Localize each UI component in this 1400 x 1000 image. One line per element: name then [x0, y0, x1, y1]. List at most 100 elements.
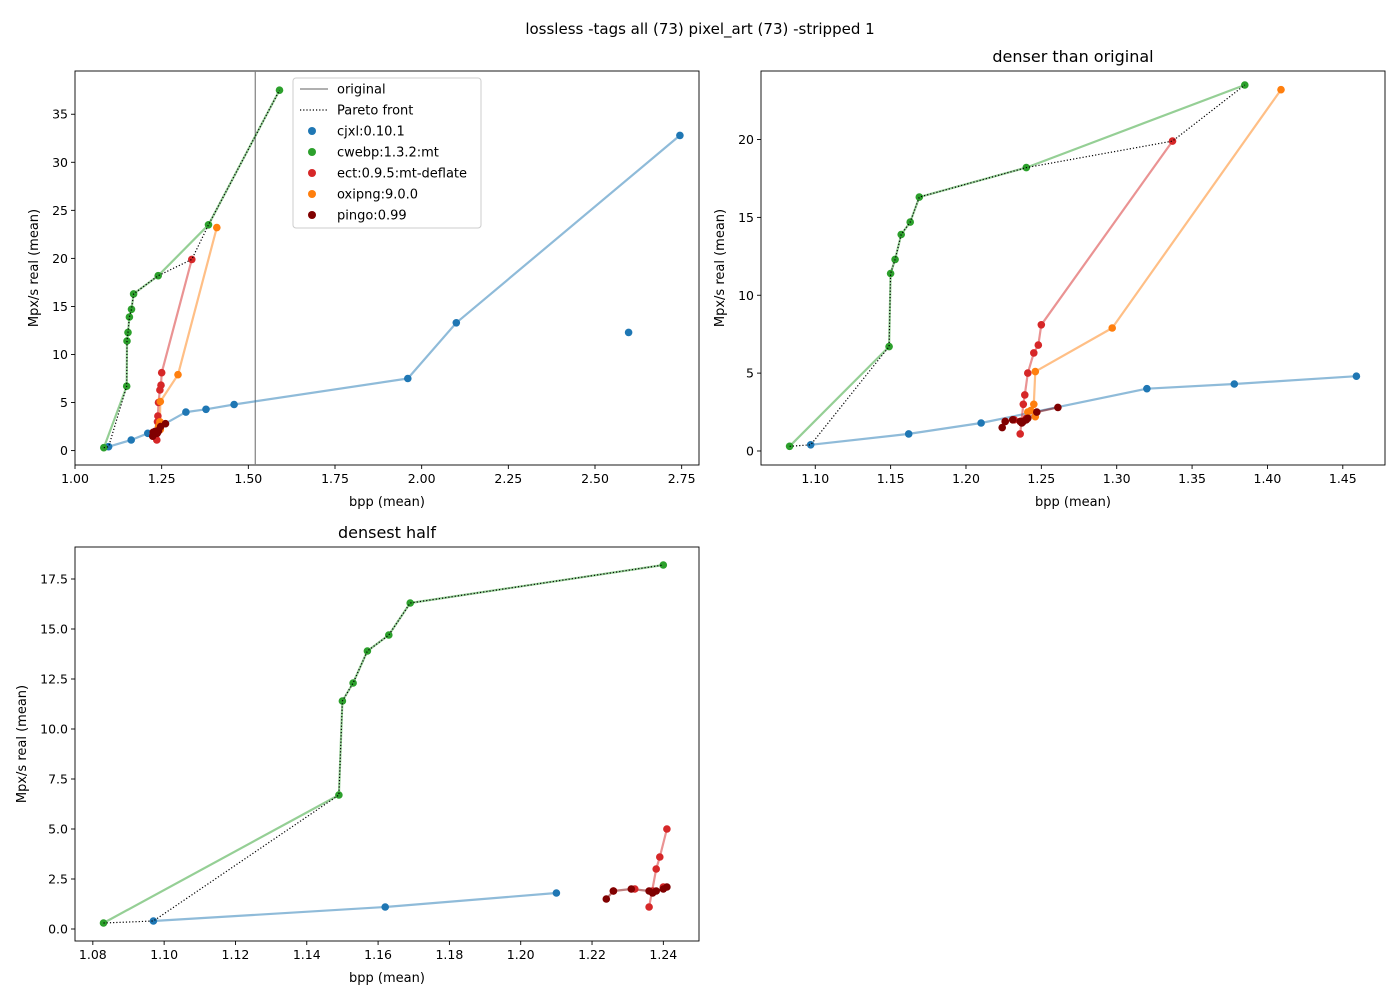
- y-tick-label: 20: [52, 251, 68, 266]
- cwebp-point: [363, 647, 372, 655]
- cwebp-point: [406, 599, 415, 607]
- ect-point: [656, 853, 664, 861]
- pingo-point: [602, 895, 611, 903]
- ect-point: [645, 903, 653, 911]
- x-tick-label: 1.30: [1103, 471, 1131, 486]
- y-tick-label: 0: [60, 443, 68, 458]
- legend-pareto-label: Pareto front: [337, 104, 413, 119]
- pingo-point: [663, 883, 671, 891]
- ect-point: [1021, 391, 1029, 399]
- y-tick-label: 5: [60, 395, 68, 410]
- cjxl-point: [1230, 380, 1239, 388]
- x-tick-label: 1.45: [1329, 471, 1357, 486]
- y-tick-label: 30: [52, 155, 68, 170]
- legend-pingo-marker: [308, 211, 316, 219]
- oxipng-point: [1108, 324, 1116, 332]
- figure-suptitle: lossless -tags all (73) pixel_art (73) -…: [525, 20, 874, 39]
- cjxl-point: [127, 436, 135, 444]
- legend-ect-label: ect:0.9.5:mt-deflate: [337, 167, 467, 182]
- cwebp-point: [127, 305, 136, 314]
- x-tick-label: 1.16: [364, 947, 392, 962]
- x-tick-label: 1.10: [801, 471, 829, 486]
- cjxl-point: [381, 903, 390, 911]
- cwebp-point: [123, 337, 131, 345]
- ect-point: [188, 255, 196, 264]
- cwebp-point: [886, 269, 895, 278]
- cjxl-point: [452, 319, 461, 327]
- y-axis-label: Mpx/s real (mean): [27, 209, 42, 327]
- y-tick-label: 15: [52, 299, 68, 314]
- subplot-denser-than-original: denser than original 1.10 1.15 1.20 1.25 1.3…: [713, 47, 1386, 510]
- y-tick-label: 15.0: [40, 622, 68, 637]
- x-tick-label: 1.00: [61, 471, 89, 486]
- x-tick-label: 1.14: [293, 947, 321, 962]
- legend-frame: [292, 77, 482, 229]
- x-tick-label: 1.10: [150, 947, 178, 962]
- cwebp-point: [349, 679, 357, 687]
- cjxl-point: [977, 419, 985, 427]
- oxipng-point: [174, 370, 182, 379]
- pingo-point: [161, 419, 170, 428]
- pingo-point: [627, 885, 636, 893]
- ect-point: [1168, 137, 1177, 145]
- ect-point: [1019, 400, 1028, 409]
- cwebp-point: [885, 342, 893, 351]
- axes-frame: [74, 70, 700, 466]
- y-tick-label: 0.0: [48, 922, 68, 937]
- cwebp-point: [154, 271, 162, 280]
- ect-point: [663, 825, 671, 833]
- ect-point: [1016, 430, 1024, 438]
- cjxl-point: [202, 405, 210, 414]
- x-tick-label: 1.20: [952, 471, 980, 486]
- subplot-all: 1.00 1.25 1.50 1.75 2.00 2.25 2.50 2.75 0 5 10 15 20…: [27, 70, 700, 510]
- oxipng-point: [1030, 400, 1038, 409]
- x-tick-label: 1.40: [1254, 471, 1282, 486]
- cjxl-point: [552, 889, 561, 897]
- cjxl-point: [676, 131, 684, 140]
- legend-cwebp-marker: [308, 148, 316, 156]
- cwebp-point: [204, 221, 213, 229]
- cjxl-point: [806, 441, 815, 449]
- cwebp-line: [788, 83, 1246, 448]
- legend-pingo-label: pingo:0.99: [337, 209, 407, 224]
- y-tick-label: 5.0: [48, 822, 68, 837]
- ect-point: [1030, 349, 1038, 357]
- oxipng-line: [1026, 89, 1282, 413]
- pingo-point: [1024, 414, 1032, 423]
- axes-frame: [760, 70, 1386, 466]
- legend-oxipng-label: oxipng:9.0.0: [337, 188, 418, 203]
- x-axis-label: bpp (mean): [1035, 495, 1111, 510]
- ect-point: [652, 865, 660, 873]
- y-tick-label: 15: [738, 210, 754, 225]
- cwebp-line: [102, 89, 281, 449]
- y-axis-label: Mpx/s real (mean): [15, 685, 30, 803]
- legend-cjxl-label: cjxl:0.10.1: [337, 125, 405, 140]
- subplot-title: denser than original: [992, 47, 1153, 66]
- x-tick-label: 2.25: [494, 471, 522, 486]
- legend-cjxl-marker: [308, 127, 316, 135]
- legend-cwebp-label: cwebp:1.3.2:mt: [337, 146, 439, 161]
- pareto-front-line: [103, 564, 664, 924]
- cjxl-point: [182, 408, 190, 416]
- pareto-front-line: [103, 89, 281, 449]
- x-tick-label: 1.22: [578, 947, 606, 962]
- cwebp-point: [659, 561, 668, 569]
- pareto-front-line: [789, 84, 1246, 447]
- ect-point: [1037, 321, 1046, 329]
- ect-point: [157, 368, 166, 377]
- y-tick-label: 12.5: [40, 672, 68, 687]
- cwebp-point: [125, 313, 134, 321]
- oxipng-point: [1031, 367, 1040, 376]
- y-tick-label: 10: [738, 288, 754, 303]
- oxipng-point: [1027, 406, 1035, 415]
- x-tick-label: 2.00: [408, 471, 436, 486]
- cwebp-point: [335, 791, 343, 799]
- y-tick-label: 20: [738, 132, 754, 147]
- plot-area: 1.00 1.25 1.50 1.75 2.00 2.25 2.50 2.75 0 5 10 15 20…: [52, 70, 700, 486]
- cjxl-line: [810, 375, 1357, 446]
- subplot-densest-half: densest half 1.08 1.10 1.12 1.14 1.16 1.18 1.2…: [15, 523, 700, 986]
- pingo-point: [609, 887, 618, 895]
- x-tick-label: 1.50: [234, 471, 262, 486]
- x-tick-label: 1.25: [148, 471, 176, 486]
